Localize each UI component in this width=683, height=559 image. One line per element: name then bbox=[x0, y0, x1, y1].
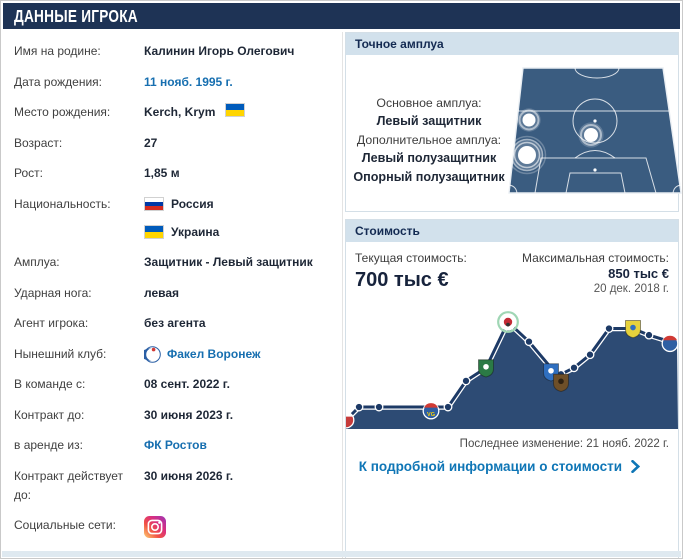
chart-data-point[interactable] bbox=[354, 402, 364, 412]
ukraine-flag-icon bbox=[144, 225, 164, 239]
last-change-note: Последнее изменение: 21 нояб. 2022 г. bbox=[459, 438, 669, 450]
info-row-current-club: Нынешний клуб: Факел Воронеж bbox=[14, 345, 342, 364]
secondary-position-value: Левый полузащитник bbox=[361, 151, 497, 166]
info-label-loan-from: в аренде из: bbox=[14, 438, 83, 452]
info-row-height: Рост: 1,85 м bbox=[14, 164, 342, 183]
chart-data-point[interactable] bbox=[585, 350, 595, 360]
club-logo-marker bbox=[553, 373, 569, 393]
info-label-position: Амплуа: bbox=[14, 255, 60, 269]
info-label-foot: Ударная нога: bbox=[14, 285, 92, 300]
chart-data-point[interactable] bbox=[443, 402, 453, 412]
page-bottom-strip bbox=[2, 551, 681, 557]
instagram-icon[interactable] bbox=[144, 516, 166, 538]
info-label-contract-until: Контракт до: bbox=[14, 407, 85, 422]
position-summary: Основное амплуа: Левый защитник Дополнит… bbox=[350, 94, 508, 187]
secondary-position-label: Дополнительное амплуа: bbox=[356, 132, 502, 147]
info-row-position: Амплуа: Защитник - Левый защитник bbox=[14, 253, 342, 272]
club-logo-marker: VG bbox=[422, 402, 440, 420]
position-box-header: Точное амплуа bbox=[346, 33, 678, 55]
svg-text:VG: VG bbox=[427, 412, 435, 418]
info-row-contract-owner-until: Контракт действует до: 30 июня 2026 г. bbox=[14, 467, 342, 505]
position-box: Точное амплуа Основное амплуа: Левый защ… bbox=[345, 32, 682, 212]
nationality-item: Украина bbox=[144, 223, 342, 242]
current-value: 700 тыс € bbox=[355, 269, 449, 291]
chart-data-point[interactable] bbox=[374, 402, 384, 412]
max-value: 850 тыс € bbox=[608, 266, 669, 281]
info-row-birth-date: Дата рождения: 11 нояб. 1995 г. bbox=[14, 73, 342, 92]
club-logo-marker bbox=[346, 411, 355, 429]
page-title: Данные игрока bbox=[14, 5, 138, 26]
info-row-age: Возраст: 27 bbox=[14, 134, 342, 153]
info-row-in-team-since: В команде с: 08 сент. 2022 г. bbox=[14, 375, 342, 394]
info-value-contract-until: 30 июня 2023 г. bbox=[144, 407, 234, 422]
market-value-box: Стоимость Текущая стоимость: 700 тыс € М… bbox=[345, 219, 679, 558]
chart-data-point[interactable] bbox=[644, 330, 654, 340]
info-value-loan-from[interactable]: ФК Ростов bbox=[144, 438, 207, 452]
info-label-contract-owner-until: Контракт действует до: bbox=[14, 468, 123, 502]
main-position-value: Левый защитник bbox=[376, 114, 482, 129]
info-value-contract-owner-until: 30 июня 2026 г. bbox=[144, 468, 234, 483]
info-label-name: Имя на родине: bbox=[14, 44, 101, 58]
info-label-birth-date: Дата рождения: bbox=[14, 74, 102, 89]
info-label-age: Возраст: bbox=[14, 135, 63, 150]
chart-data-point[interactable] bbox=[524, 337, 534, 347]
russia-flag-icon bbox=[144, 197, 164, 211]
fakel-voronezh-logo-icon bbox=[144, 345, 161, 363]
info-value-birth-place: Kerch, Krym bbox=[144, 105, 216, 119]
info-label-nationality: Национальность: bbox=[14, 196, 111, 211]
club-logo-marker bbox=[661, 335, 678, 353]
position-marker bbox=[508, 135, 547, 175]
position-marker bbox=[578, 122, 604, 148]
position-marker bbox=[517, 108, 541, 132]
info-row-agent: Агент игрока: без агента bbox=[14, 314, 342, 333]
info-label-in-team-since: В команде с: bbox=[14, 377, 86, 391]
max-value-label: Максимальная стоимость: bbox=[522, 251, 669, 265]
market-value-chart[interactable]: VG bbox=[346, 304, 678, 429]
current-value-label: Текущая стоимость: bbox=[355, 251, 467, 265]
info-value-birth-date[interactable]: 11 нояб. 1995 г. bbox=[144, 74, 233, 89]
info-value-position: Защитник - Левый защитник bbox=[144, 255, 313, 269]
info-row-name: Имя на родине: Калинин Игорь Олегович bbox=[14, 42, 342, 61]
chevron-right-icon bbox=[631, 460, 640, 473]
info-row-birth-place: Место рождения: Kerch, Krym bbox=[14, 103, 342, 122]
info-label-social: Социальные сети: bbox=[14, 518, 116, 532]
info-row-nationality: Национальность: Россия Украина bbox=[14, 195, 342, 242]
main-position-label: Основное амплуа: bbox=[376, 95, 482, 110]
info-row-loan-from: в аренде из: ФК Ростов bbox=[14, 436, 342, 455]
info-value-age: 27 bbox=[144, 135, 158, 150]
info-value-agent: без агента bbox=[144, 316, 206, 330]
chart-data-point[interactable] bbox=[461, 376, 471, 386]
market-value-box-header: Стоимость bbox=[346, 220, 678, 242]
info-value-current-club[interactable]: Факел Воронеж bbox=[167, 346, 261, 361]
info-value-foot: левая bbox=[144, 285, 180, 300]
info-label-agent: Агент игрока: bbox=[14, 316, 89, 330]
ukraine-flag-icon bbox=[224, 103, 245, 117]
chart-data-point[interactable] bbox=[604, 324, 614, 333]
instagram-link[interactable] bbox=[144, 516, 166, 538]
info-row-social: Социальные сети: bbox=[14, 516, 342, 544]
info-label-current-club: Нынешний клуб: bbox=[14, 346, 107, 361]
page-title-bar: Данные игрока bbox=[3, 3, 680, 29]
chart-data-point[interactable] bbox=[569, 363, 579, 373]
pitch-diagram bbox=[508, 67, 682, 194]
max-value-date: 20 дек. 2018 г. bbox=[593, 283, 669, 295]
player-info-panel: Имя на родине: Калинин Игорь Олегович Дата… bbox=[3, 32, 343, 558]
market-value-details-link[interactable]: К подробной информации о стоимости bbox=[346, 450, 678, 474]
club-logo-marker bbox=[478, 359, 494, 378]
nationality-item: Россия bbox=[144, 195, 342, 214]
secondary-position-value: Опорный полузащитник bbox=[353, 169, 505, 184]
info-label-height: Рост: bbox=[14, 166, 43, 180]
club-logo-marker bbox=[497, 311, 519, 333]
info-row-foot: Ударная нога: левая bbox=[14, 284, 342, 303]
info-value-name: Калинин Игорь Олегович bbox=[144, 44, 295, 58]
info-value-height: 1,85 м bbox=[144, 166, 180, 180]
info-label-birth-place: Место рождения: bbox=[14, 105, 111, 119]
club-logo-marker bbox=[625, 320, 641, 339]
info-value-in-team-since: 08 сент. 2022 г. bbox=[144, 377, 230, 391]
info-row-contract-until: Контракт до: 30 июня 2023 г. bbox=[14, 406, 342, 425]
